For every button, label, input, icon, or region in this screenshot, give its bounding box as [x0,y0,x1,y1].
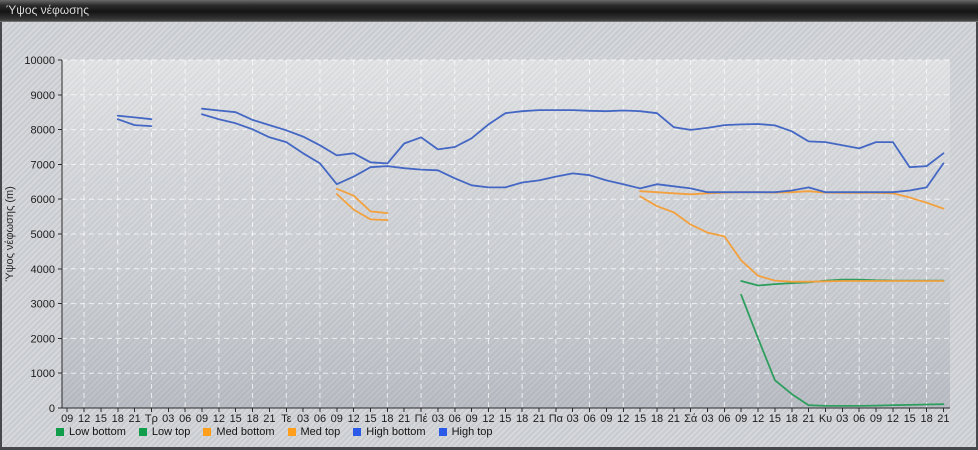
series-med-bottom [335,193,945,283]
svg-text:15: 15 [499,413,511,425]
svg-text:18: 18 [516,413,528,425]
series-high-bottom [116,113,945,194]
svg-text:5000: 5000 [31,229,55,241]
series-med-top [335,187,945,215]
legend-label: Med bottom [216,426,275,438]
legend-swatch [438,428,447,436]
panel-title: Ύψος νέφωσης [6,3,89,17]
legend-swatch [203,428,212,436]
plot-area [62,60,950,408]
svg-text:06: 06 [718,413,730,425]
svg-text:03: 03 [567,413,579,425]
legend-item-med-top[interactable]: Med top [287,426,341,438]
svg-text:15: 15 [769,413,781,425]
svg-text:09: 09 [600,413,612,425]
svg-text:7000: 7000 [31,159,55,171]
y-axis-title: Ύψος νέφωσης (m) [4,186,16,282]
svg-text:18: 18 [920,413,932,425]
svg-text:09: 09 [735,413,747,425]
svg-text:15: 15 [904,413,916,425]
legend-swatch [56,428,64,436]
svg-text:21: 21 [802,413,814,425]
legend-swatch [138,428,147,436]
svg-text:6000: 6000 [31,194,55,206]
legend-label: Low top [151,426,191,438]
legend-item-high-top[interactable]: High top [438,426,493,438]
legend-item-high-bottom[interactable]: High bottom [353,426,426,438]
svg-text:1000: 1000 [31,368,55,380]
legend-item-med-bottom[interactable]: Med bottom [203,426,275,438]
legend-item-low-top[interactable]: Low top [138,426,191,438]
svg-text:15: 15 [634,413,646,425]
svg-text:Σά: Σά [684,413,698,425]
legend-item-low-bottom[interactable]: Low bottom [56,426,126,438]
svg-text:21: 21 [668,413,680,425]
svg-text:21: 21 [937,413,949,425]
svg-text:2000: 2000 [31,333,55,345]
legend-label: Low bottom [69,426,126,438]
svg-text:09: 09 [870,413,882,425]
svg-text:18: 18 [651,413,663,425]
series-high-top [116,107,945,169]
gridlines [62,59,950,408]
svg-text:12: 12 [752,413,764,425]
svg-text:8000: 8000 [31,125,55,137]
series-low-bottom [740,293,945,407]
svg-text:10000: 10000 [24,55,55,67]
svg-text:12: 12 [617,413,629,425]
svg-text:3000: 3000 [31,299,55,311]
chart-root: 09 12 15 18 21 Τρ 03 06 09 12 15 18 21 Τε 03 06 09 12 15 18… [24,55,950,425]
svg-text:12: 12 [887,413,899,425]
svg-text:21: 21 [533,413,545,425]
svg-text:Κυ: Κυ [819,413,832,425]
svg-text:06: 06 [583,413,595,425]
svg-text:06: 06 [853,413,865,425]
svg-text:03: 03 [836,413,848,425]
y-tick-labels: 0 1000 2000 3000 4000 5000 6000 7000 8000 9000 100… [24,55,55,415]
legend-swatch [287,428,296,436]
series-low-top [740,278,945,287]
svg-text:4000: 4000 [31,264,55,276]
panel-titlebar[interactable]: Ύψος νέφωσης [0,0,978,22]
svg-text:Πα: Πα [549,413,564,425]
legend-swatch [353,428,362,436]
axes [58,59,950,412]
legend-label: High top [451,426,493,438]
svg-text:18: 18 [786,413,798,425]
legend-label: High bottom [366,426,426,438]
svg-text:03: 03 [701,413,713,425]
svg-text:0: 0 [49,403,55,415]
legend-label: Med top [300,426,341,438]
legend: Low bottom Low top Med bottom Med top High b… [56,424,493,440]
svg-text:9000: 9000 [31,90,55,102]
